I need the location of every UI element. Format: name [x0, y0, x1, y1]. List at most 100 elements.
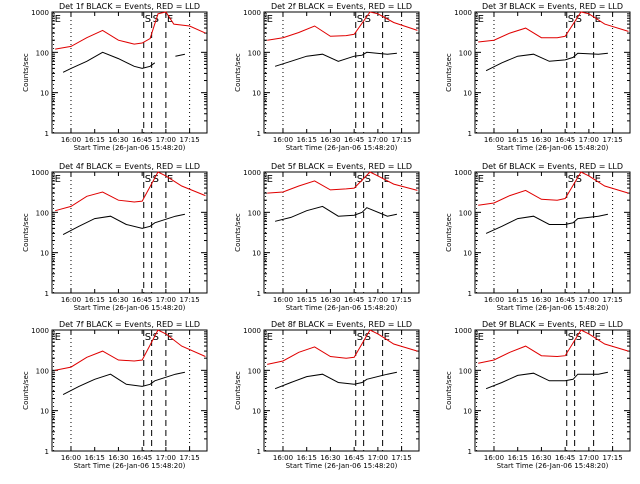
time-marker-label: S [576, 332, 582, 343]
x-tick-label: 17:00 [579, 296, 599, 304]
panel-det-7: Det 7f BLACK = Events, RED = LLD 1 10 100 10… [22, 320, 208, 470]
x-tick-label: 17:00 [579, 454, 599, 462]
time-marker-label: E [167, 174, 173, 185]
x-tick-label: 16:45 [555, 296, 575, 304]
time-marker-label: S [365, 14, 371, 25]
lld-series-line [267, 11, 418, 41]
time-marker-label: E [55, 174, 61, 185]
lld-series-line [55, 329, 206, 371]
y-axis-label: Counts/sec [234, 53, 242, 92]
y-tick-label: 1 [45, 130, 49, 138]
events-series-line [274, 51, 397, 67]
y-tick-label: 1000 [243, 9, 261, 17]
y-tick-label: 100 [459, 209, 472, 217]
x-tick-label: 17:00 [368, 296, 388, 304]
time-marker-label: E [267, 14, 273, 25]
x-tick-label: 16:15 [508, 136, 528, 144]
plot-frame [474, 329, 631, 452]
x-tick-label: 16:00 [61, 296, 81, 304]
time-marker-label: S [357, 174, 363, 185]
x-tick-label: 16:30 [108, 296, 128, 304]
lld-series-line [267, 329, 418, 365]
x-tick-label: 16:15 [297, 454, 317, 462]
y-axis-label: Counts/sec [22, 213, 30, 252]
time-marker-label: S [145, 332, 151, 343]
time-marker-label: E [384, 332, 390, 343]
y-tick-label: 100 [459, 49, 472, 57]
y-tick-label: 1000 [31, 169, 49, 177]
y-tick-label: 1 [45, 448, 49, 456]
y-tick-label: 100 [36, 49, 49, 57]
x-tick-label: 16:30 [531, 136, 551, 144]
lld-series-line [55, 171, 206, 212]
panel-det-6: Det 6f BLACK = Events, RED = LLD 1 10 100 10… [445, 162, 631, 312]
x-tick-label: 16:00 [273, 136, 293, 144]
plot-frame [51, 171, 208, 294]
y-tick-label: 100 [248, 49, 261, 57]
panel-det-4: Det 4f BLACK = Events, RED = LLD 1 10 100 10… [22, 162, 208, 312]
x-tick-label: 17:00 [579, 136, 599, 144]
panel-title: Det 5f BLACK = Events, RED = LLD [271, 162, 412, 171]
x-tick-label: 16:00 [61, 454, 81, 462]
time-marker-label: E [595, 332, 601, 343]
plot-frame [51, 11, 208, 134]
y-tick-label: 10 [252, 250, 261, 258]
panel-title: Det 4f BLACK = Events, RED = LLD [59, 162, 200, 171]
y-tick-label: 1000 [243, 327, 261, 335]
panel-det-8: Det 8f BLACK = Events, RED = LLD 1 10 100 10… [234, 320, 420, 470]
x-tick-label: 16:00 [273, 454, 293, 462]
y-tick-label: 10 [40, 90, 49, 98]
y-tick-label: 1 [257, 290, 261, 298]
y-tick-label: 1 [468, 448, 472, 456]
y-tick-label: 10 [252, 408, 261, 416]
x-tick-label: 16:15 [85, 136, 105, 144]
x-tick-label: 16:00 [484, 136, 504, 144]
y-tick-label: 1 [468, 290, 472, 298]
y-tick-label: 10 [463, 408, 472, 416]
y-tick-label: 10 [40, 250, 49, 258]
y-tick-label: 1000 [454, 9, 472, 17]
y-tick-label: 10 [463, 250, 472, 258]
time-marker-label: S [568, 174, 574, 185]
time-marker-label: S [145, 14, 151, 25]
x-tick-label: 16:00 [61, 136, 81, 144]
y-tick-label: 100 [36, 209, 49, 217]
panel-det-1: Det 1f BLACK = Events, RED = LLD 1 10 100 10… [22, 2, 208, 152]
x-tick-label: 16:30 [320, 296, 340, 304]
y-tick-label: 1 [257, 130, 261, 138]
panel-det-3: Det 3f BLACK = Events, RED = LLD 1 10 100 10… [445, 2, 631, 152]
events-series-line [62, 51, 186, 73]
time-marker-label: S [576, 174, 582, 185]
x-tick-label: 16:30 [108, 454, 128, 462]
x-tick-label: 16:45 [344, 454, 364, 462]
x-axis-label: Start Time (26-Jan-06 15:48:20) [74, 462, 186, 470]
lld-series-line [55, 11, 206, 50]
y-axis-label: Counts/sec [445, 53, 453, 92]
x-axis-label: Start Time (26-Jan-06 15:48:20) [74, 144, 186, 152]
lld-series-line [478, 171, 629, 206]
time-marker-label: S [568, 14, 574, 25]
time-marker-label: S [365, 174, 371, 185]
y-tick-label: 1 [468, 130, 472, 138]
x-tick-label: 16:00 [273, 296, 293, 304]
x-tick-label: 16:00 [484, 454, 504, 462]
panel-title: Det 9f BLACK = Events, RED = LLD [482, 320, 623, 329]
x-tick-label: 17:00 [156, 454, 176, 462]
y-tick-label: 1000 [454, 169, 472, 177]
x-axis-label: Start Time (26-Jan-06 15:48:20) [286, 304, 398, 312]
x-tick-label: 17:15 [180, 454, 200, 462]
lld-series-line [478, 329, 629, 364]
time-marker-label: S [145, 174, 151, 185]
events-series-line [62, 371, 186, 396]
x-tick-label: 17:00 [368, 136, 388, 144]
x-tick-label: 16:15 [297, 136, 317, 144]
panel-title: Det 1f BLACK = Events, RED = LLD [59, 2, 200, 11]
x-axis-label: Start Time (26-Jan-06 15:48:20) [74, 304, 186, 312]
x-tick-label: 16:30 [320, 454, 340, 462]
x-tick-label: 16:45 [555, 136, 575, 144]
time-marker-label: E [267, 174, 273, 185]
plot-frame [263, 171, 420, 294]
plot-frame [263, 329, 420, 452]
x-tick-label: 16:15 [297, 296, 317, 304]
x-tick-label: 16:15 [508, 296, 528, 304]
